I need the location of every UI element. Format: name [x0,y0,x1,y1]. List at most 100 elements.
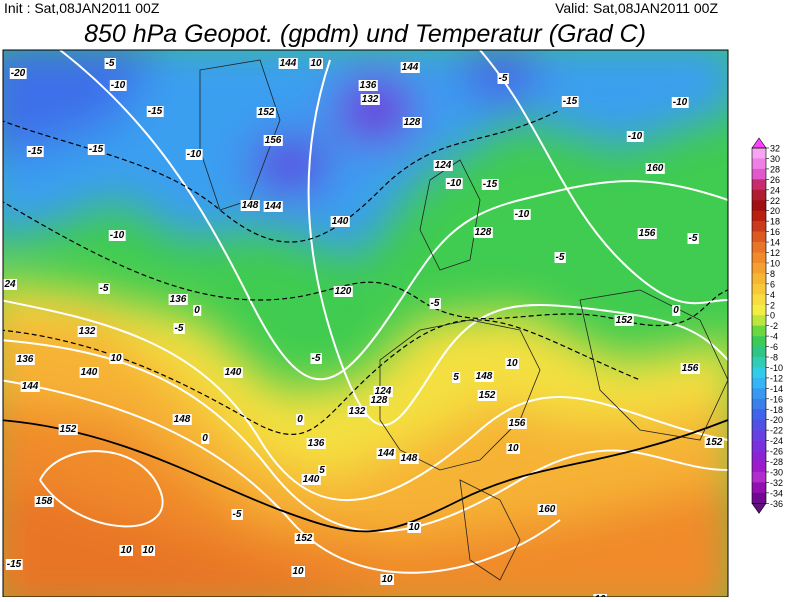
contour-label: 152 [296,533,313,544]
contour-label: 10 [292,566,304,577]
colorbar-segment [752,252,766,264]
contour-label-bg [373,386,393,397]
contour-label: 144 [378,448,395,459]
contour-label-bg [473,227,493,238]
contour-label-bg [360,94,380,105]
contour-label-bg [637,228,657,239]
colorbar-segment [752,158,766,170]
colorbar-label: 24 [770,185,780,195]
contour-label-bg [399,453,419,464]
contour-label-bg [98,283,110,294]
contour-label-bg [109,80,127,91]
colorbar-segment [752,189,766,201]
contour-label-bg [593,594,607,597]
contour-label: 148 [174,414,191,425]
colorbar-label: -10 [770,363,783,373]
colorbar-label: -18 [770,405,783,415]
colorbar-label: -34 [770,488,783,498]
contour-label: 136 [170,294,187,305]
colorbar-label: 28 [770,164,780,174]
contour-label: -20 [11,68,26,79]
colorbar-segment [752,398,766,410]
contour-label-bg [15,354,35,365]
contour-label-bg [407,522,421,533]
contour-label: 0 [297,414,303,425]
contour-label: 0 [673,305,679,316]
colorbar-label: 30 [770,154,780,164]
colorbar-label: 22 [770,196,780,206]
colorbar-label: 4 [770,290,775,300]
contour-label-bg [333,286,353,297]
contour-label-bg [3,279,17,290]
colorbar-segment [752,409,766,420]
contour-label-bg [58,424,78,435]
init-time: Init : Sat,08JAN2011 00Z [4,0,160,16]
contour-label-bg [240,200,260,211]
contour-label-bg [513,209,531,220]
contour-label-bg [672,305,681,316]
contour-label-bg [347,406,367,417]
contour-label-bg [263,135,283,146]
contour-label: -15 [89,144,104,155]
colorbar-segment [752,471,766,483]
contour-label: 156 [682,363,699,374]
contour-label: 10 [506,358,518,369]
contour-label-bg [318,465,327,476]
contour-label: 10 [110,353,122,364]
contour-label-bg [291,566,305,577]
colorbar-label: 2 [770,300,775,310]
contour-label-bg [309,58,323,69]
contour-label-bg [301,474,321,485]
colorbar-segment [752,492,766,504]
contour-label-bg [626,131,644,142]
contour-labels: -5 144 10 -20 132 136 144 -10 -15 -15 152 156 -15 -10… [3,58,724,597]
colorbar-label: -14 [770,384,783,394]
colorbar-segment [752,315,766,326]
colorbar-label: -4 [770,332,778,342]
colorbar-segment [752,430,766,441]
contour-label: -5 [100,283,109,294]
contour-label-bg [79,367,99,378]
contour-label: -15 [7,559,22,570]
contour-label: 5 [319,465,325,476]
contour-label: 132 [349,406,366,417]
contour-label-bg [433,160,453,171]
zero-isotherm [3,419,728,533]
contour-label-bg [141,545,155,556]
colorbar-segment [752,148,766,159]
contour-label-bg [445,178,463,189]
contour-label-bg [168,294,188,305]
contour-label-bg [506,443,520,454]
contour-label: 144 [22,381,39,392]
contour-label-bg [380,574,394,585]
contour-label: 148 [242,200,259,211]
contour-label: 140 [225,367,242,378]
colorbar-segment [752,388,766,400]
contour-label: 156 [265,135,282,146]
contour-label-bg [77,326,97,337]
contour-label-bg [306,438,326,449]
contour-label: -5 [499,73,508,84]
contour-label-bg [680,363,700,374]
contour-label-bg [9,68,27,79]
contour-label: 140 [81,367,98,378]
contour-label: -15 [148,106,163,117]
contour-label-bg [505,358,519,369]
contour-label-bg [614,315,634,326]
contour-label: 156 [639,228,656,239]
colorbar-label: -36 [770,499,783,509]
contour-label: 152 [706,437,723,448]
contour-label-bg [223,367,243,378]
contour-label-bg [20,381,40,392]
colorbar-segment [752,336,766,347]
contour-label: 10 [142,545,154,556]
contour-label-bg [429,298,441,309]
colorbar-label: -20 [770,415,783,425]
contour-label: 144 [265,201,282,212]
contour-label: -5 [175,323,184,334]
contour-label: 132 [79,326,96,337]
colorbar-segment [752,304,766,316]
contour-label-bg [108,230,126,241]
contour-label: 10 [310,58,322,69]
colorbar-segment [752,440,766,452]
